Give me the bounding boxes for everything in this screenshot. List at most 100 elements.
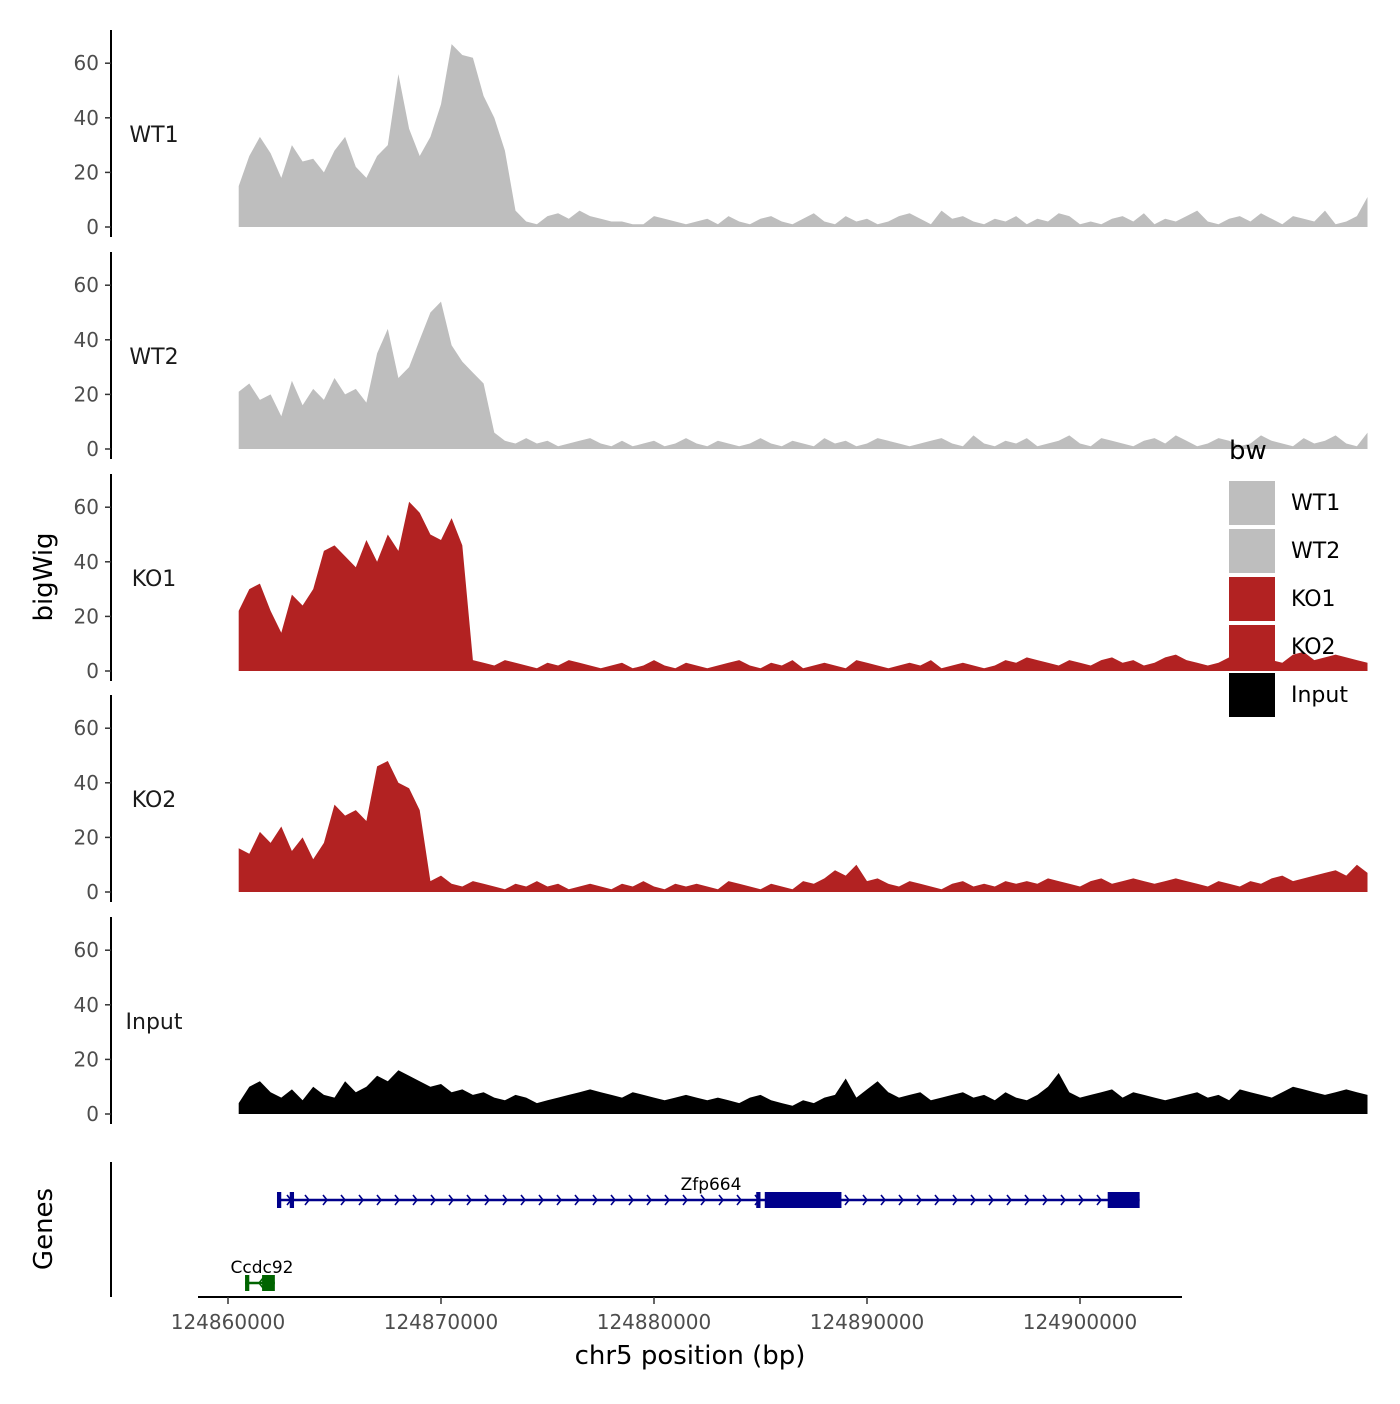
y-tick-label: 60: [74, 273, 99, 297]
legend: bw WT1 WT2 KO1 KO2 Input: [1229, 436, 1348, 717]
strand-arrow: [898, 1194, 905, 1206]
strand-arrow: [412, 1194, 419, 1206]
strand-arrow: [862, 1194, 869, 1206]
track-label-ko1: KO1: [132, 567, 177, 592]
strand-arrow: [304, 1194, 311, 1206]
legend-key: [1229, 625, 1275, 669]
x-tick-label: 124870000: [384, 1310, 499, 1334]
x-tick-label: 124900000: [1023, 1310, 1138, 1334]
strand-arrow: [736, 1194, 743, 1206]
strand-arrow: [700, 1194, 707, 1206]
y-tick-label: 20: [74, 382, 99, 406]
gene-ccdc92: Ccdc92: [231, 1258, 294, 1291]
legend-label: KO2: [1291, 635, 1336, 660]
strand-arrow: [340, 1194, 347, 1206]
legend-key: [1229, 481, 1275, 525]
gene-exon: [764, 1192, 842, 1208]
strand-arrow: [934, 1194, 941, 1206]
strand-arrow: [646, 1194, 653, 1206]
genes-axis-title: Genes: [29, 1188, 59, 1270]
gene-exon: [289, 1192, 295, 1208]
coverage-area-wt2: [238, 301, 1368, 449]
y-tick-label: 40: [74, 771, 99, 795]
gene-exon: [245, 1275, 250, 1291]
y-tick-label: 0: [86, 1102, 99, 1126]
gene-exon: [262, 1275, 275, 1291]
strand-arrow: [1078, 1194, 1085, 1206]
y-axis-title: bigWig: [29, 532, 59, 621]
strand-arrow: [1042, 1194, 1049, 1206]
legend-label: KO1: [1291, 587, 1336, 612]
y-tick-label: 60: [74, 495, 99, 519]
y-tick-label: 60: [74, 716, 99, 740]
coverage-area-input: [238, 1070, 1368, 1114]
strand-arrow: [682, 1194, 689, 1206]
legend-key: [1229, 673, 1275, 717]
track-label-wt2: WT2: [129, 345, 178, 370]
strand-arrow: [394, 1194, 401, 1206]
strand-arrow: [1060, 1194, 1067, 1206]
coverage-area-ko1: [238, 501, 1368, 671]
y-tick-label: 20: [74, 825, 99, 849]
strand-arrow: [916, 1194, 923, 1206]
gene-exon: [276, 1192, 282, 1208]
legend-label: WT2: [1291, 539, 1340, 564]
y-tick-label: 40: [74, 328, 99, 352]
gene-zfp664: Zfp664: [276, 1175, 1140, 1208]
strand-arrow: [484, 1194, 491, 1206]
legend-key: [1229, 577, 1275, 621]
x-tick-label: 124880000: [597, 1310, 712, 1334]
legend-item-ko2: KO2: [1229, 625, 1336, 669]
strand-arrow: [1024, 1194, 1031, 1206]
track-panel-ko2: 0 20 40 60 KO2: [74, 695, 1368, 904]
strand-arrow: [376, 1194, 383, 1206]
y-tick-label: 0: [86, 659, 99, 683]
strand-arrow: [718, 1194, 725, 1206]
strand-arrow: [952, 1194, 959, 1206]
y-tick-label: 60: [74, 938, 99, 962]
strand-arrow: [970, 1194, 977, 1206]
strand-arrow: [592, 1194, 599, 1206]
y-tick-label: 40: [74, 993, 99, 1017]
strand-arrow: [502, 1194, 509, 1206]
strand-arrow: [664, 1194, 671, 1206]
strand-arrow: [628, 1194, 635, 1206]
strand-arrow: [880, 1194, 887, 1206]
x-axis-title: chr5 position (bp): [575, 1341, 806, 1371]
strand-arrow: [258, 1277, 264, 1289]
legend-label: Input: [1291, 683, 1348, 708]
strand-arrow: [556, 1194, 563, 1206]
gene-track: Zfp664 Ccdc92: [231, 1175, 1140, 1291]
y-tick-label: 0: [86, 215, 99, 239]
strand-arrow: [322, 1194, 329, 1206]
y-tick-label: 0: [86, 880, 99, 904]
legend-item-wt2: WT2: [1229, 529, 1340, 573]
y-tick-label: 40: [74, 106, 99, 130]
track-panel-input: 0 20 40 60 Input: [74, 917, 1368, 1126]
strand-arrow: [448, 1194, 455, 1206]
legend-key: [1229, 529, 1275, 573]
x-axis-ticks: 124860000 124870000 124880000 124890000 1249…: [171, 1297, 1138, 1334]
strand-arrow: [538, 1194, 545, 1206]
y-tick-label: 20: [74, 160, 99, 184]
gene-exon: [756, 1192, 761, 1208]
track-panels: 0 20 40 60 WT1 0 20 40 60 WT2 0 20 40 60 KO1 0 20 40 60 KO2…: [74, 30, 1368, 1126]
track-label-input: Input: [126, 1010, 183, 1035]
track-label-ko2: KO2: [132, 788, 177, 813]
track-panel-ko1: 0 20 40 60 KO1: [74, 474, 1368, 683]
strand-arrow: [574, 1194, 581, 1206]
legend-label: WT1: [1291, 491, 1340, 516]
track-label-wt1: WT1: [129, 123, 178, 148]
y-tick-label: 0: [86, 437, 99, 461]
strand-arrow: [610, 1194, 617, 1206]
legend-item-wt1: WT1: [1229, 481, 1340, 525]
legend-item-ko1: KO1: [1229, 577, 1336, 621]
strand-arrow: [1096, 1194, 1103, 1206]
strand-arrow: [466, 1194, 473, 1206]
coverage-area-wt1: [238, 44, 1368, 227]
x-tick-label: 124860000: [171, 1310, 286, 1334]
coverage-area-ko2: [238, 761, 1368, 892]
gene-label-zfp664: Zfp664: [681, 1175, 742, 1195]
